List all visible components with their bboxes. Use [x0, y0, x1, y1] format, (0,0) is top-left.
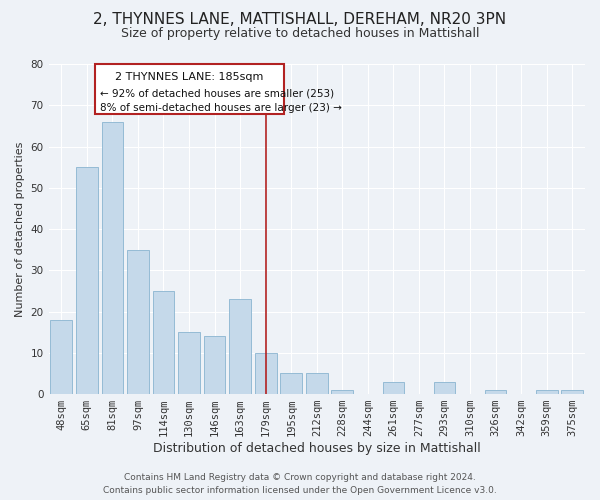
Y-axis label: Number of detached properties: Number of detached properties [15, 142, 25, 316]
Bar [485, 390, 506, 394]
Bar [280, 374, 302, 394]
Bar [229, 299, 251, 394]
Bar [434, 382, 455, 394]
Bar [50, 320, 72, 394]
Text: 2, THYNNES LANE, MATTISHALL, DEREHAM, NR20 3PN: 2, THYNNES LANE, MATTISHALL, DEREHAM, NR… [94, 12, 506, 28]
Bar [255, 353, 277, 394]
Bar [178, 332, 200, 394]
Text: 2 THYNNES LANE: 185sqm: 2 THYNNES LANE: 185sqm [115, 72, 263, 83]
Bar [204, 336, 226, 394]
Bar [383, 382, 404, 394]
Bar [101, 122, 123, 394]
X-axis label: Distribution of detached houses by size in Mattishall: Distribution of detached houses by size … [153, 442, 481, 455]
Bar [536, 390, 557, 394]
Bar [152, 291, 175, 394]
Bar [331, 390, 353, 394]
Bar [127, 250, 149, 394]
Text: Size of property relative to detached houses in Mattishall: Size of property relative to detached ho… [121, 28, 479, 40]
Bar [306, 374, 328, 394]
Bar [562, 390, 583, 394]
Bar [76, 167, 98, 394]
Text: ← 92% of detached houses are smaller (253): ← 92% of detached houses are smaller (25… [100, 89, 334, 99]
Text: 8% of semi-detached houses are larger (23) →: 8% of semi-detached houses are larger (2… [100, 103, 341, 113]
FancyBboxPatch shape [95, 64, 284, 114]
Text: Contains HM Land Registry data © Crown copyright and database right 2024.
Contai: Contains HM Land Registry data © Crown c… [103, 474, 497, 495]
